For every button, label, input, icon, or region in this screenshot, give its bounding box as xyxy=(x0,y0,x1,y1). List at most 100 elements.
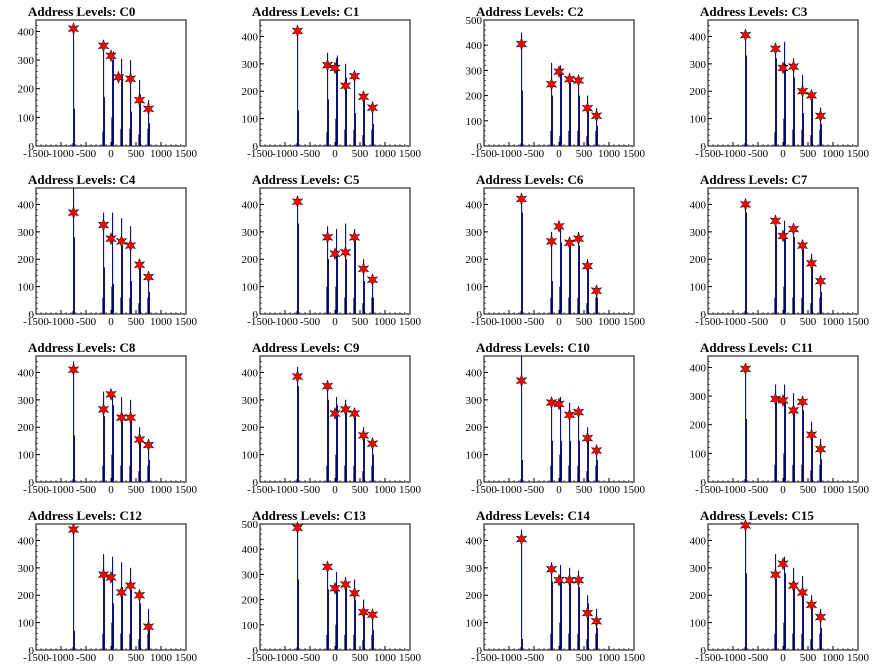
y-tick-label: 200 xyxy=(690,590,707,602)
peak-marker xyxy=(133,432,146,447)
y-tick-label: 0 xyxy=(701,477,707,489)
x-tick-label: -500 xyxy=(748,316,769,328)
peak-marker xyxy=(572,573,585,587)
x-tick-label: 0 xyxy=(556,652,562,664)
peak-marker xyxy=(124,410,137,425)
plot-frame xyxy=(707,355,859,483)
y-tick-label: 100 xyxy=(18,112,35,124)
chart-svg: 0 100 200 300 400 -1500 -1000 -500 0 500 1000 1500 xyxy=(690,187,870,328)
x-tick-label: 1500 xyxy=(399,148,422,160)
y-tick-label: 100 xyxy=(18,618,35,630)
y-tick-label: 200 xyxy=(242,86,259,98)
x-tick-label: 500 xyxy=(576,316,593,328)
y-tick-label: 0 xyxy=(29,141,35,153)
plot-frame xyxy=(483,19,635,147)
x-tick-label: 0 xyxy=(108,316,114,328)
y-tick-label: 200 xyxy=(466,590,483,602)
peak-marker xyxy=(357,428,370,443)
y-tick-label: 0 xyxy=(253,309,259,321)
x-tick-label: -1000 xyxy=(496,316,522,328)
plot-frame xyxy=(707,19,859,147)
y-tick-label: 400 xyxy=(242,199,259,211)
x-tick-label: -1500 xyxy=(247,484,273,496)
y-tick-label: 0 xyxy=(477,645,483,657)
plot-frame xyxy=(35,355,187,483)
peak-marker xyxy=(796,84,809,98)
x-tick-label: -1500 xyxy=(695,148,721,160)
peak-marker xyxy=(805,427,818,442)
chart-panel: 0 100 200 300 400 -1500 -1000 -500 0 500 1000 1500 A… xyxy=(448,168,672,336)
chart-panel: 0 100 200 300 400 -1500 -1000 -500 0 500 1000 1500 A… xyxy=(0,504,224,672)
peak-marker xyxy=(142,270,155,284)
y-tick-label: 400 xyxy=(690,31,707,43)
x-tick-label: 0 xyxy=(332,652,338,664)
y-tick-label: 400 xyxy=(242,544,259,556)
peak-marker xyxy=(105,387,117,402)
peak-marker xyxy=(796,395,809,409)
chart-svg: 0 100 200 300 400 -1500 -1000 -500 0 500 1000 1500 xyxy=(466,523,646,664)
y-tick-label: 400 xyxy=(466,535,483,547)
peak-marker xyxy=(133,93,146,107)
peak-marker xyxy=(366,607,379,622)
y-tick-label: 0 xyxy=(29,645,35,657)
y-tick-label: 200 xyxy=(18,84,35,96)
x-tick-label: -500 xyxy=(524,652,545,664)
peak-marker xyxy=(357,89,370,104)
x-tick-label: -1000 xyxy=(272,316,298,328)
chart-title: Address Levels: C13 xyxy=(252,508,366,523)
x-tick-label: 500 xyxy=(576,484,593,496)
peak-marker xyxy=(515,192,528,206)
chart-svg: 0 100 200 300 400 -1500 -1000 -500 0 500 1000 1500 xyxy=(18,187,198,328)
y-tick-label: 100 xyxy=(690,282,707,294)
x-tick-label: -500 xyxy=(76,148,97,160)
y-tick-label: 0 xyxy=(477,141,483,153)
chart-title: Address Levels: C11 xyxy=(700,340,814,355)
x-tick-label: 500 xyxy=(576,652,593,664)
y-tick-label: 500 xyxy=(466,15,483,27)
plot-frame xyxy=(707,187,859,315)
x-tick-label: -500 xyxy=(300,652,321,664)
chart-svg: 0 100 200 300 400 -1500 -1000 -500 0 500 1000 1500 xyxy=(690,518,870,664)
x-tick-label: -1500 xyxy=(23,316,49,328)
chart-title: Address Levels: C15 xyxy=(700,508,814,523)
plot-frame xyxy=(35,187,187,315)
x-tick-label: -1500 xyxy=(247,652,273,664)
x-tick-label: 1500 xyxy=(847,316,870,328)
x-tick-label: -1500 xyxy=(471,652,497,664)
y-tick-label: 300 xyxy=(242,59,259,71)
chart-svg: 0 100 200 300 400 -1500 -1000 -500 0 500 1000 1500 xyxy=(466,355,646,496)
x-tick-label: -1000 xyxy=(272,652,298,664)
y-tick-label: 400 xyxy=(18,199,35,211)
y-tick-label: 400 xyxy=(18,26,35,38)
peak-marker xyxy=(115,585,128,600)
y-tick-label: 200 xyxy=(18,422,35,434)
chart-svg: 0 100 200 300 400 -1500 -1000 -500 0 500 1000 1500 xyxy=(690,355,870,496)
peak-marker xyxy=(787,578,800,593)
y-tick-label: 100 xyxy=(466,618,483,630)
x-tick-label: -1000 xyxy=(272,148,298,160)
chart-panel: 0 100 200 300 400 -1500 -1000 -500 0 500 1000 1500 A… xyxy=(0,0,224,168)
y-tick-label: 400 xyxy=(18,535,35,547)
x-tick-label: 1500 xyxy=(399,652,422,664)
peak-marker xyxy=(291,369,304,384)
x-tick-label: 0 xyxy=(108,484,114,496)
x-tick-label: 0 xyxy=(556,316,562,328)
peak-marker xyxy=(563,408,576,422)
peak-marker xyxy=(321,379,334,393)
x-tick-label: -500 xyxy=(524,484,545,496)
y-tick-label: 400 xyxy=(242,367,259,379)
plot-frame xyxy=(259,19,411,147)
x-tick-label: 500 xyxy=(352,316,369,328)
y-tick-label: 100 xyxy=(690,448,707,460)
plot-frame xyxy=(35,523,187,651)
x-tick-label: -1000 xyxy=(48,316,74,328)
peak-marker xyxy=(553,219,565,234)
peak-marker xyxy=(339,78,352,93)
peak-marker xyxy=(769,41,782,56)
x-tick-label: -500 xyxy=(300,148,321,160)
peak-marker xyxy=(581,431,594,445)
x-tick-label: 1500 xyxy=(175,316,198,328)
chart-title: Address Levels: C10 xyxy=(476,340,590,355)
x-tick-label: 0 xyxy=(780,316,786,328)
x-tick-label: 1000 xyxy=(374,484,397,496)
